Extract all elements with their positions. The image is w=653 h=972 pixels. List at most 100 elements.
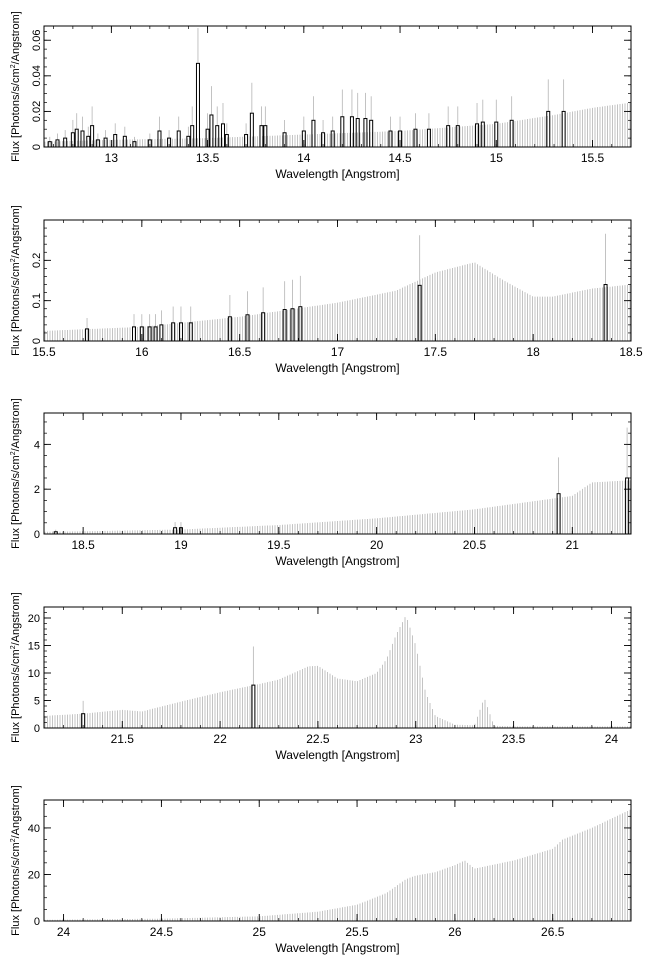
x-tick-label: 14.5 (388, 151, 412, 165)
data-bin (171, 322, 176, 342)
x-tick-label: 18.5 (71, 538, 95, 552)
x-tick-label: 25.5 (345, 925, 369, 939)
x-tick-label: 15.5 (581, 151, 605, 165)
y-tick-label: 20 (28, 869, 40, 881)
x-tick-label: 17.5 (424, 345, 448, 359)
y-axis-label: Flux [Photons/s/cm2/Angstrom] (10, 592, 22, 743)
x-tick-label: 20 (370, 538, 384, 552)
x-tick-label: 21 (566, 538, 580, 552)
y-axis-label-main: Flux [Photons/s/cm (10, 649, 22, 743)
y-axis-label-sup: 2 (10, 451, 17, 455)
x-tick-label: 18.5 (619, 345, 643, 359)
ticks (43, 219, 632, 342)
data-bin (132, 326, 137, 342)
data-bin (157, 130, 162, 148)
observed-bins (47, 28, 566, 148)
y-tick-label: 0 (31, 144, 43, 150)
y-axis-label-unit: /Angstrom] (10, 205, 22, 258)
data-bin (556, 493, 561, 535)
data-bin (103, 137, 108, 148)
data-bin (413, 128, 418, 148)
ticks (43, 606, 632, 729)
x-tick-label: 18 (526, 345, 540, 359)
x-axis-label: Wavelength [Angstrom] (275, 941, 399, 955)
data-bin (86, 135, 91, 148)
data-bin (249, 112, 254, 148)
x-tick-label: 24.5 (150, 925, 174, 939)
continuum-errorbars (44, 809, 631, 921)
x-tick-label: 19 (174, 538, 188, 552)
y-axis-label: Flux [Photons/s/cm2/Angstrom] (10, 398, 22, 549)
data-bin (195, 62, 200, 148)
data-bin (209, 114, 214, 148)
x-tick-label: 14 (297, 151, 311, 165)
y-tick-label: 5 (34, 696, 40, 708)
panel-2: 15.5 16 16.5 17 17.5 18 18.5 0 0.1 0.2 Wavelength … (10, 205, 643, 375)
y-axis-label: Flux [Photons/s/cm2/Angstrom] (10, 785, 22, 936)
x-tick-label: 20.5 (463, 538, 487, 552)
panel-5: 24 24.5 25 25.5 26 26.5 0 20 40 Wavelength [Angst… (10, 785, 632, 955)
x-axis-label: Wavelength [Angstrom] (275, 361, 399, 375)
data-bin (475, 123, 480, 148)
x-tick-label: 13 (105, 151, 119, 165)
data-bin (561, 110, 566, 148)
ticks (43, 413, 632, 535)
y-tick-label: 2 (34, 484, 40, 496)
data-bin (220, 123, 225, 148)
y-tick-label: 0.02 (31, 101, 43, 122)
y-axis-label-main: Flux [Photons/s/cm (10, 842, 22, 936)
data-bin (363, 118, 368, 148)
data-bin (311, 119, 316, 148)
data-bin (259, 125, 264, 148)
y-tick-label: 0.04 (31, 65, 43, 86)
x-tick-label: 25 (253, 925, 267, 939)
data-bin (388, 130, 393, 148)
data-bin (509, 119, 514, 148)
y-tick-label: 4 (34, 439, 40, 451)
x-tick-label: 22 (213, 732, 227, 746)
data-bin (625, 477, 630, 535)
y-axis-label-main: Flux [Photons/s/cm (10, 68, 22, 162)
data-bin (603, 284, 608, 342)
y-axis-label-sup: 2 (10, 838, 17, 842)
x-tick-label: 24 (605, 732, 619, 746)
data-bin (188, 322, 193, 342)
x-tick-label: 19.5 (267, 538, 291, 552)
y-tick-label: 0 (31, 338, 43, 344)
y-tick-label: 0.1 (31, 293, 43, 308)
data-bin (546, 110, 551, 148)
x-tick-label: 17 (331, 345, 345, 359)
panel-1: 13 13.5 14 14.5 15 15.5 0 0.02 0.04 0.06 Wavelengt… (10, 11, 632, 181)
continuum-errorbars (44, 480, 631, 534)
x-axis-label: Wavelength [Angstrom] (275, 748, 399, 762)
ticks (44, 26, 632, 148)
data-bin (261, 312, 266, 342)
x-tick-label: 16.5 (228, 345, 252, 359)
x-tick-label: 23 (409, 732, 423, 746)
data-bin (251, 684, 256, 729)
y-tick-label: 15 (28, 641, 40, 653)
continuum-errorbars (44, 262, 631, 341)
y-tick-label: 20 (28, 613, 40, 625)
x-tick-label: 24 (57, 925, 71, 939)
x-tick-label: 15 (490, 151, 504, 165)
data-bin (349, 116, 354, 148)
y-axis-label-unit: /Angstrom] (10, 11, 22, 64)
x-tick-label: 16 (135, 345, 149, 359)
y-axis-label-main: Flux [Photons/s/cm (10, 262, 22, 356)
data-bin (446, 125, 451, 148)
x-tick-label: 15.5 (32, 345, 56, 359)
y-axis-label-sup: 2 (10, 645, 17, 649)
x-tick-label: 13.5 (196, 151, 220, 165)
y-axis-label-unit: /Angstrom] (10, 398, 22, 451)
plot-frame (43, 799, 632, 922)
x-tick-label: 21.5 (111, 732, 135, 746)
y-axis-label-unit: /Angstrom] (10, 592, 22, 645)
y-axis-label-sup: 2 (10, 64, 17, 68)
y-tick-label: 0 (34, 529, 40, 541)
data-bin (153, 326, 158, 342)
data-bin (369, 119, 374, 148)
y-tick-label: 10 (28, 668, 40, 680)
continuum-errorbars (44, 102, 631, 147)
